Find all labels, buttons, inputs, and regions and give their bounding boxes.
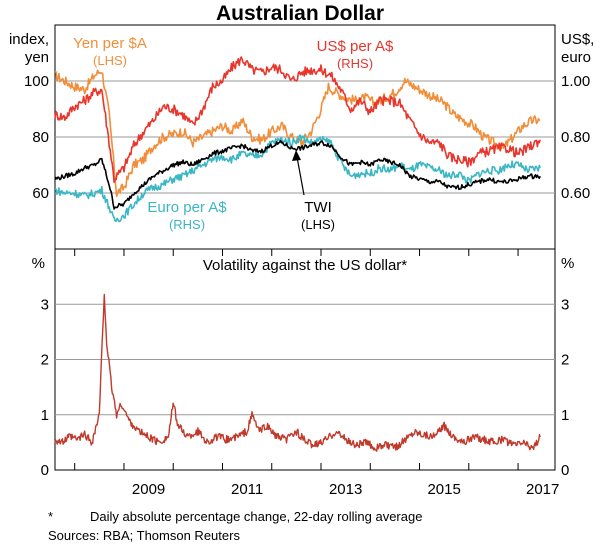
bottom-left-tick-label: 0 xyxy=(41,462,49,479)
series-line-volatility xyxy=(54,293,541,452)
top-series-lines xyxy=(54,56,541,223)
top-right-tick-label: 0.60 xyxy=(561,185,590,202)
series-line-euro-per-a- xyxy=(54,134,541,223)
x-tick-label: 2013 xyxy=(329,481,362,498)
legend-twi-axis: (LHS) xyxy=(301,217,335,232)
x-tick-label: 2011 xyxy=(231,481,263,498)
legend-euro: Euro per A$ xyxy=(147,199,227,216)
bottom-right-tick-label: 1 xyxy=(561,407,569,424)
top-right-tick-labels: 0.60 0.80 1.00 xyxy=(561,73,590,202)
top-left-tick-label: 80 xyxy=(32,129,49,146)
top-right-unit-line2: euro xyxy=(561,49,591,66)
twi-arrow-line xyxy=(296,156,305,196)
footnote-sources: Sources: RBA; Thomson Reuters xyxy=(48,528,240,543)
footnote-star: * xyxy=(48,509,54,524)
bottom-left-unit: % xyxy=(32,255,45,272)
legend-usd: US$ per A$ xyxy=(317,38,394,55)
panel-frame xyxy=(54,24,556,471)
bottom-right-tick-label: 0 xyxy=(561,462,569,479)
bottom-right-tick-label: 2 xyxy=(561,352,569,369)
top-left-unit-line1: index, xyxy=(9,31,49,48)
x-axis-labels: 2009 2011 2013 2015 2017 xyxy=(132,481,559,498)
bottom-right-tick-label: 3 xyxy=(561,296,569,313)
top-right-tick-label: 0.80 xyxy=(561,129,590,146)
legend-yen: Yen per $A xyxy=(73,35,147,52)
bottom-left-tick-label: 1 xyxy=(41,407,49,424)
legend-yen-axis: (LHS) xyxy=(93,53,127,68)
x-tick-label: 2017 xyxy=(526,481,559,498)
series-line-us-per-a- xyxy=(54,56,541,184)
chart-title: Australian Dollar xyxy=(216,2,384,25)
x-tick-label: 2009 xyxy=(132,481,165,498)
bottom-gridlines xyxy=(55,303,555,416)
legend-euro-axis: (RHS) xyxy=(169,217,205,232)
sources-text: Sources: RBA; Thomson Reuters xyxy=(48,528,240,543)
x-axis-ticks xyxy=(74,249,519,470)
twi-arrow-head xyxy=(292,150,301,161)
top-right-tick-label: 1.00 xyxy=(561,73,590,90)
bottom-left-tick-labels: 0 1 2 3 xyxy=(41,296,49,479)
top-left-tick-label: 60 xyxy=(32,185,49,202)
series-line-twi xyxy=(54,139,541,210)
x-tick-label: 2015 xyxy=(427,481,460,498)
bottom-series-lines xyxy=(54,293,541,452)
legend-usd-axis: (RHS) xyxy=(337,56,373,71)
legend-twi: TWI xyxy=(304,199,332,216)
bottom-title: Volatility against the US dollar* xyxy=(203,257,407,274)
top-left-unit-line2: yen xyxy=(25,49,49,66)
top-left-tick-label: 100 xyxy=(24,73,49,90)
bottom-left-tick-label: 3 xyxy=(41,296,49,313)
footnote-text: Daily absolute percentage change, 22-day… xyxy=(90,509,423,524)
bottom-left-tick-label: 2 xyxy=(41,352,49,369)
bottom-right-tick-labels: 0 1 2 3 xyxy=(561,296,569,479)
bottom-right-unit: % xyxy=(561,255,574,272)
top-right-unit-line1: US$, xyxy=(561,31,594,48)
top-left-tick-labels: 60 80 100 xyxy=(24,73,49,202)
